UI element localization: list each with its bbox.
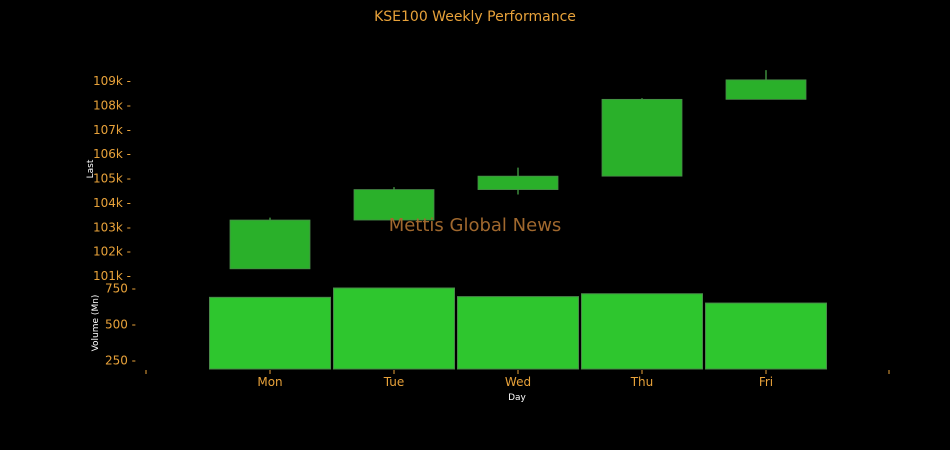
candle-body [725, 79, 807, 100]
price-tick-label: 107k - [93, 123, 131, 137]
volume-tick-label: 250 - [105, 353, 136, 367]
volume-series [209, 287, 827, 370]
price-tick-label: 102k - [93, 245, 131, 259]
volume-bar [457, 296, 579, 370]
candle-body [601, 98, 683, 177]
price-tick-label: 106k - [93, 147, 131, 161]
candle-body [229, 219, 311, 270]
candle-body [353, 189, 435, 221]
volume-tick-label: 500 - [105, 318, 136, 332]
x-tick-label: Mon [257, 375, 282, 389]
price-panel: 101k - 102k - 103k - 104k - 105k - 106k - 107k… [86, 70, 807, 283]
volume-bar [333, 287, 455, 370]
price-y-axis: 101k - 102k - 103k - 104k - 105k - 106k - 107k… [93, 74, 131, 283]
volume-bar [209, 296, 331, 370]
volume-y-axis-label: Volume (Mn) [91, 295, 101, 352]
x-tick-label: Tue [383, 375, 405, 389]
price-y-axis-label: Last [86, 159, 96, 178]
x-axis: Mon Tue Wed Thu Fri [145, 370, 890, 389]
price-tick-label: 109k - [93, 74, 131, 88]
x-axis-label: Day [508, 393, 526, 403]
volume-panel: 250 - 500 - 750 - Volume (Mn) [91, 282, 827, 370]
price-tick-label: 108k - [93, 98, 131, 112]
x-tick-label: Fri [759, 375, 773, 389]
chart-title: KSE100 Weekly Performance [374, 9, 576, 25]
x-tick-label: Wed [505, 375, 531, 389]
volume-bar [581, 293, 703, 370]
volume-tick-label: 750 - [105, 282, 136, 296]
candlestick-series [229, 70, 807, 270]
price-tick-label: 101k - [93, 269, 131, 283]
watermark: Mettis Global News [389, 215, 562, 236]
volume-y-axis: 250 - 500 - 750 - [105, 282, 136, 368]
volume-bar [705, 302, 827, 370]
x-tick-label: Thu [630, 375, 654, 389]
price-tick-label: 103k - [93, 220, 131, 234]
price-tick-label: 105k - [93, 172, 131, 186]
price-tick-label: 104k - [93, 196, 131, 210]
candle-body [477, 175, 559, 190]
